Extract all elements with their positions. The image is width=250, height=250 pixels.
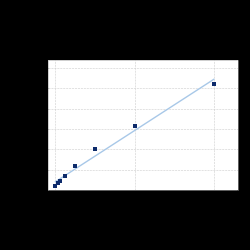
Y-axis label: OD: OD [26,120,32,130]
Point [73,164,77,168]
Point [63,174,67,178]
Point [58,179,62,183]
Point [56,181,60,185]
Point [212,82,216,86]
Point [54,184,58,188]
Point [132,124,136,128]
X-axis label: Human RAC-Alpha Serine/Threonine-Protein Kinase (AKT1)
Concentration (ng/ml): Human RAC-Alpha Serine/Threonine-Protein… [62,201,222,212]
Point [93,147,97,151]
